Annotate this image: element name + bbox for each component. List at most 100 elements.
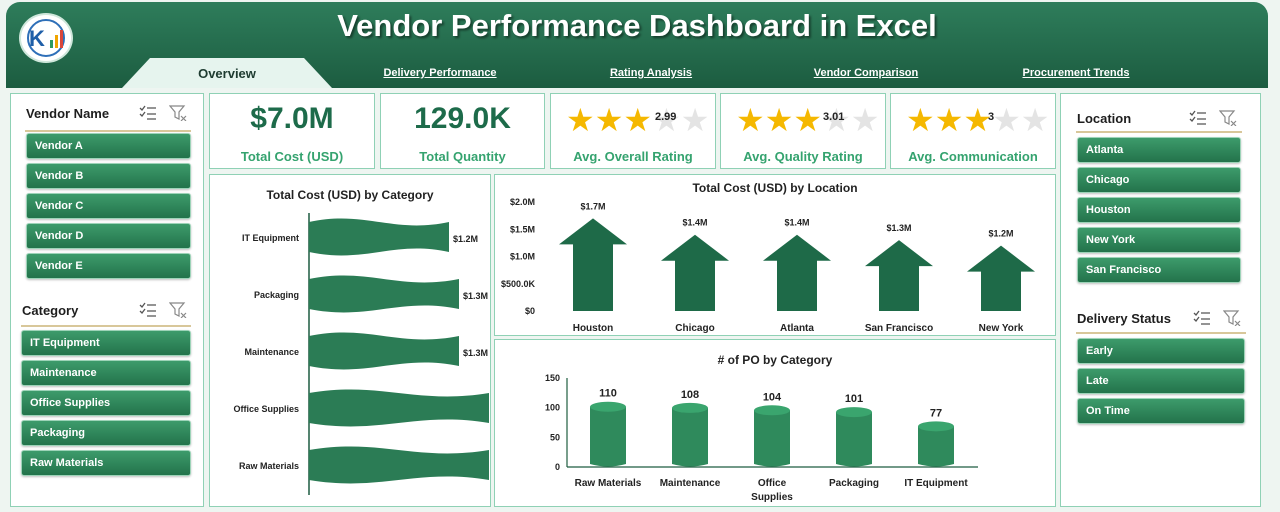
star-icon: ★ [822,102,851,138]
tick-label: Houston [573,323,614,334]
clear-filter-icon[interactable] [168,105,187,126]
bar [967,245,1035,311]
tick-label: Raw Materials [575,478,642,489]
kpi-communication-label: Avg. Communication [908,149,1038,164]
bar [309,218,449,256]
logo-icon: K [19,13,73,63]
tick-label: Maintenance [244,347,299,357]
tick-label: Chicago [675,323,714,334]
slicer-item-it-equipment[interactable]: IT Equipment [21,330,191,356]
tick-label: Office [758,478,787,489]
kpi-total-cost: $7.0M Total Cost (USD) [209,93,375,169]
slicer-item-new-york[interactable]: New York [1077,227,1241,253]
slicer-item-vendor-a[interactable]: Vendor A [26,133,191,159]
multi-select-icon[interactable] [1193,310,1211,331]
kpi-overall-rating-label: Avg. Overall Rating [573,149,693,164]
chart-title: # of PO by Category [717,353,833,367]
data-label: 101 [845,393,863,405]
slicer-item-early[interactable]: Early [1077,338,1245,364]
bar-top [672,402,708,413]
data-label: 108 [681,389,699,401]
chart-cost-by-location: Total Cost (USD) by Location $0 $500.0K $1… [494,174,1056,336]
tick-label: 50 [550,432,560,442]
tick-label: Maintenance [660,478,721,489]
tick-label: Atlanta [780,323,814,334]
multi-select-icon[interactable] [139,302,157,323]
chart-cost-by-category: Total Cost (USD) by Category IT Equipmen… [209,174,491,507]
star-icon: ★ [992,102,1021,138]
multi-select-icon[interactable] [139,105,157,126]
data-label: $1.3M [463,291,488,301]
chart-cost-by-location-svg: $0 $500.0K $1.0M $1.5M $2.0M $1.7M Houston $1.4… [501,197,1035,334]
tab-procurement-trends[interactable]: Procurement Trends [1022,67,1130,79]
slicer-item-san-francisco[interactable]: San Francisco [1077,257,1241,283]
page-title: Vendor Performance Dashboard in Excel [337,8,937,43]
data-label: $1.4M [784,218,809,228]
tick-label: Supplies [751,492,793,503]
slicer-item-vendor-b[interactable]: Vendor B [26,163,191,189]
bar [865,240,933,311]
data-label: $1.2M [988,229,1013,239]
tick-label: 0 [555,462,560,472]
bar-top [590,401,626,412]
slicer-item-packaging[interactable]: Packaging [21,420,191,446]
clear-filter-icon[interactable] [168,302,187,323]
slicer-item-vendor-c[interactable]: Vendor C [26,193,191,219]
right-slicer-panel: Location Atlanta Chicago Houston New Yor… [1060,93,1261,507]
multi-select-icon[interactable] [1189,110,1207,131]
star-icon: ★ [623,102,653,138]
tick-label: $1.0M [510,252,535,262]
star-rating: ★ ★ ★ ★ ★ [736,104,879,136]
star-icon: ★ [906,102,935,138]
slicer-item-atlanta[interactable]: Atlanta [1077,137,1241,163]
bar-top [918,421,954,432]
star-icon: ★ [850,102,880,138]
kpi-total-cost-label: Total Cost (USD) [240,149,344,164]
star-rating: ★ ★ ★ ★ ★ [566,104,709,136]
tick-label: Packaging [254,290,299,300]
tick-label: 100 [545,403,560,413]
star-icon: ★ [566,102,595,138]
tick-label: $500.0K [501,279,536,289]
tab-rating-analysis[interactable]: Rating Analysis [609,67,693,79]
slicer-item-maintenance[interactable]: Maintenance [21,360,191,386]
kpi-overall-rating: ★ ★ ★ ★ ★ 2.99 Avg. Overall Rating [550,93,716,169]
data-label: $1.3M [886,223,911,233]
data-label: 77 [930,407,942,419]
bar [309,332,459,370]
chart-po-by-category-svg: 0 50 100 150 110 Raw Materials 108 Maintenance 1… [545,373,978,503]
data-label: $1.7M [580,201,605,211]
bar [309,275,459,313]
kpi-quality-rating-label: Avg. Quality Rating [743,149,863,164]
bar [836,412,872,467]
slicer-item-late[interactable]: Late [1077,368,1245,394]
slicer-item-chicago[interactable]: Chicago [1077,167,1241,193]
kpi-quality-rating: ★ ★ ★ ★ ★ 3.01 Avg. Quality Rating [720,93,886,169]
kpi-communication-value: 3 [988,111,995,123]
slicer-item-raw-materials[interactable]: Raw Materials [21,450,191,476]
slicer-item-on-time[interactable]: On Time [1077,398,1245,424]
bar [918,426,954,467]
delivery-slicer-title: Delivery Status [1077,311,1171,326]
slicer-item-office-supplies[interactable]: Office Supplies [21,390,191,416]
clear-filter-icon[interactable] [1222,310,1241,331]
vendor-slicer-title: Vendor Name [26,106,110,121]
chart-title: Total Cost (USD) by Category [266,188,434,202]
bar [661,234,729,311]
bar [672,407,708,467]
chart-cost-by-category-svg: IT Equipment $1.2M Packaging $1.3M Maintenan… [233,213,489,495]
tab-delivery-performance[interactable]: Delivery Performance [383,67,497,79]
kpi-quality-rating-value: 3.01 [823,111,845,123]
tick-label: 150 [545,373,560,383]
data-label: $1.4M [682,218,707,228]
tick-label: $1.5M [510,224,535,234]
kpi-total-quantity: 129.0K Total Quantity [380,93,545,169]
tab-overview[interactable]: Overview [122,58,332,88]
slicer-item-houston[interactable]: Houston [1077,197,1241,223]
chart-po-by-category: # of PO by Category 0 50 100 150 110 Raw Mate… [494,339,1056,507]
clear-filter-icon[interactable] [1218,110,1237,131]
slicer-item-vendor-d[interactable]: Vendor D [26,223,191,249]
kpi-communication: ★ ★ ★ ★ ★ 3 Avg. Communication [890,93,1056,169]
tab-vendor-comparison[interactable]: Vendor Comparison [813,67,919,79]
slicer-item-vendor-e[interactable]: Vendor E [26,253,191,279]
